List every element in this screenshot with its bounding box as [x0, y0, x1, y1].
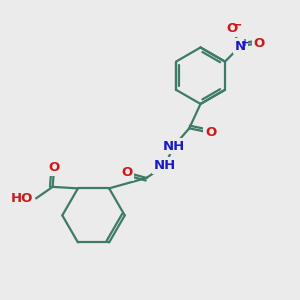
- Text: O: O: [205, 126, 216, 139]
- Text: NH: NH: [163, 140, 185, 153]
- Text: +: +: [242, 38, 250, 48]
- Text: NH: NH: [154, 159, 176, 172]
- Text: O: O: [122, 166, 133, 179]
- Text: O: O: [49, 161, 60, 174]
- Text: HO: HO: [11, 192, 33, 205]
- Text: N: N: [235, 40, 246, 52]
- Text: −: −: [232, 19, 242, 32]
- Text: O: O: [226, 22, 238, 35]
- Text: O: O: [253, 37, 265, 50]
